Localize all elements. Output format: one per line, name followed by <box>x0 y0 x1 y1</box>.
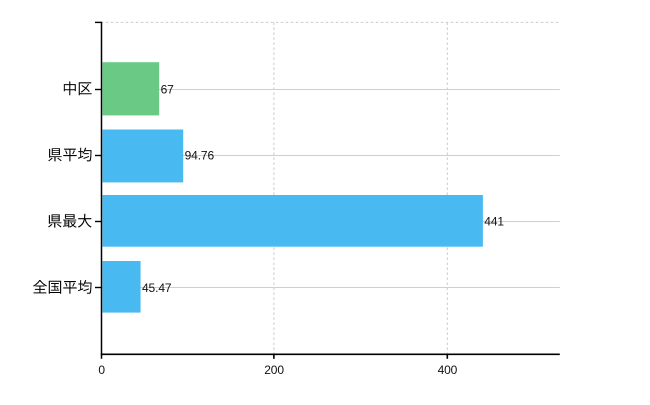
svg-text:67: 67 <box>161 82 175 96</box>
svg-text:45.47: 45.47 <box>142 281 172 295</box>
svg-text:0: 0 <box>98 363 105 377</box>
svg-text:400: 400 <box>438 363 458 377</box>
svg-text:94.76: 94.76 <box>185 149 215 163</box>
svg-text:200: 200 <box>264 363 284 377</box>
svg-text:441: 441 <box>484 215 504 229</box>
